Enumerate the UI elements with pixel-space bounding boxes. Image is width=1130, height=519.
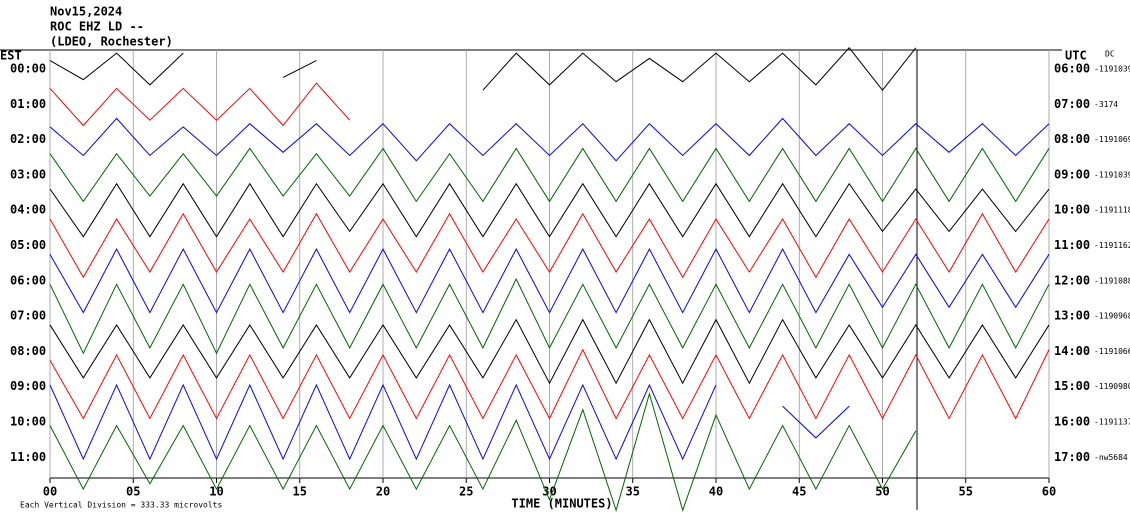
dc-label: -1191162 [1094,241,1130,250]
trace [782,405,850,439]
row-label-left: 06:00 [10,273,46,287]
row-label-right: 14:00 [1054,344,1090,358]
row-label-left: 00:00 [10,62,46,76]
x-tick-label: 00 [43,485,57,499]
dc-label: -1191069 [1094,135,1130,144]
trace [49,348,1050,420]
x-tick-label: 15 [293,485,307,499]
row-label-right: 15:00 [1054,379,1090,393]
dc-label: -1191088 [1094,276,1130,285]
dc-label: -1191039 [1094,65,1130,74]
x-tick-label: 20 [376,485,390,499]
row-label-right: 12:00 [1054,273,1090,287]
x-tick-label: 45 [792,485,806,499]
trace [49,117,1050,162]
dc-label: -1190980 [1094,382,1130,391]
row-label-left: 03:00 [10,167,46,181]
row-label-left: 07:00 [10,309,46,323]
title-line: ROC EHZ LD -- [50,20,144,34]
dc-label: -nw5684 [1094,453,1128,462]
dc-label: -1191118 [1094,206,1130,215]
x-tick-label: 50 [875,485,889,499]
dc-label: -1191137 [1094,418,1130,427]
trace [49,247,1050,314]
row-label-right: 09:00 [1054,167,1090,181]
row-label-left: 10:00 [10,415,46,429]
x-axis-label: TIME (MINUTES) [511,497,612,511]
dc-title: DC [1105,50,1115,59]
dc-label: -3174 [1094,100,1118,109]
x-tick-label: 05 [126,485,140,499]
dc-label: -1190968 [1094,312,1130,321]
title-line: (LDEO, Rochester) [50,35,173,49]
row-label-right: 13:00 [1054,309,1090,323]
dc-label: -1191039 [1094,170,1130,179]
trace [49,212,1050,279]
trace [49,383,717,461]
trace [49,182,1050,238]
x-tick-label: 10 [209,485,223,499]
row-label-right: 16:00 [1054,415,1090,429]
x-tick-label: 55 [959,485,973,499]
left-axis-title: EST [0,49,22,63]
row-label-right: 07:00 [1054,97,1090,111]
trace [49,391,917,512]
row-label-left: 01:00 [10,97,46,111]
row-label-right: 06:00 [1054,62,1090,76]
trace [49,318,1050,385]
trace [282,60,317,78]
row-label-left: 09:00 [10,379,46,393]
trace [49,277,1050,355]
right-axis-title: UTC [1065,49,1087,63]
row-label-right: 08:00 [1054,132,1090,146]
row-label-left: 08:00 [10,344,46,358]
row-label-left: 04:00 [10,203,46,217]
row-label-left: 02:00 [10,132,46,146]
row-label-left: 11:00 [10,450,46,464]
x-tick-label: 35 [626,485,640,499]
row-label-left: 05:00 [10,238,46,252]
x-tick-label: 25 [459,485,473,499]
dc-label: -1191066 [1094,347,1130,356]
trace [49,82,351,127]
trace [49,147,1050,203]
row-label-right: 10:00 [1054,203,1090,217]
row-label-right: 17:00 [1054,450,1090,464]
title-line: Nov15,2024 [50,5,122,19]
row-label-right: 11:00 [1054,238,1090,252]
x-tick-label: 40 [709,485,723,499]
trace [49,52,184,86]
x-tick-label: 30 [542,485,556,499]
note: Each Vertical Division = 333.33 microvol… [20,501,222,510]
x-tick-label: 60 [1042,485,1056,499]
trace [482,47,917,91]
